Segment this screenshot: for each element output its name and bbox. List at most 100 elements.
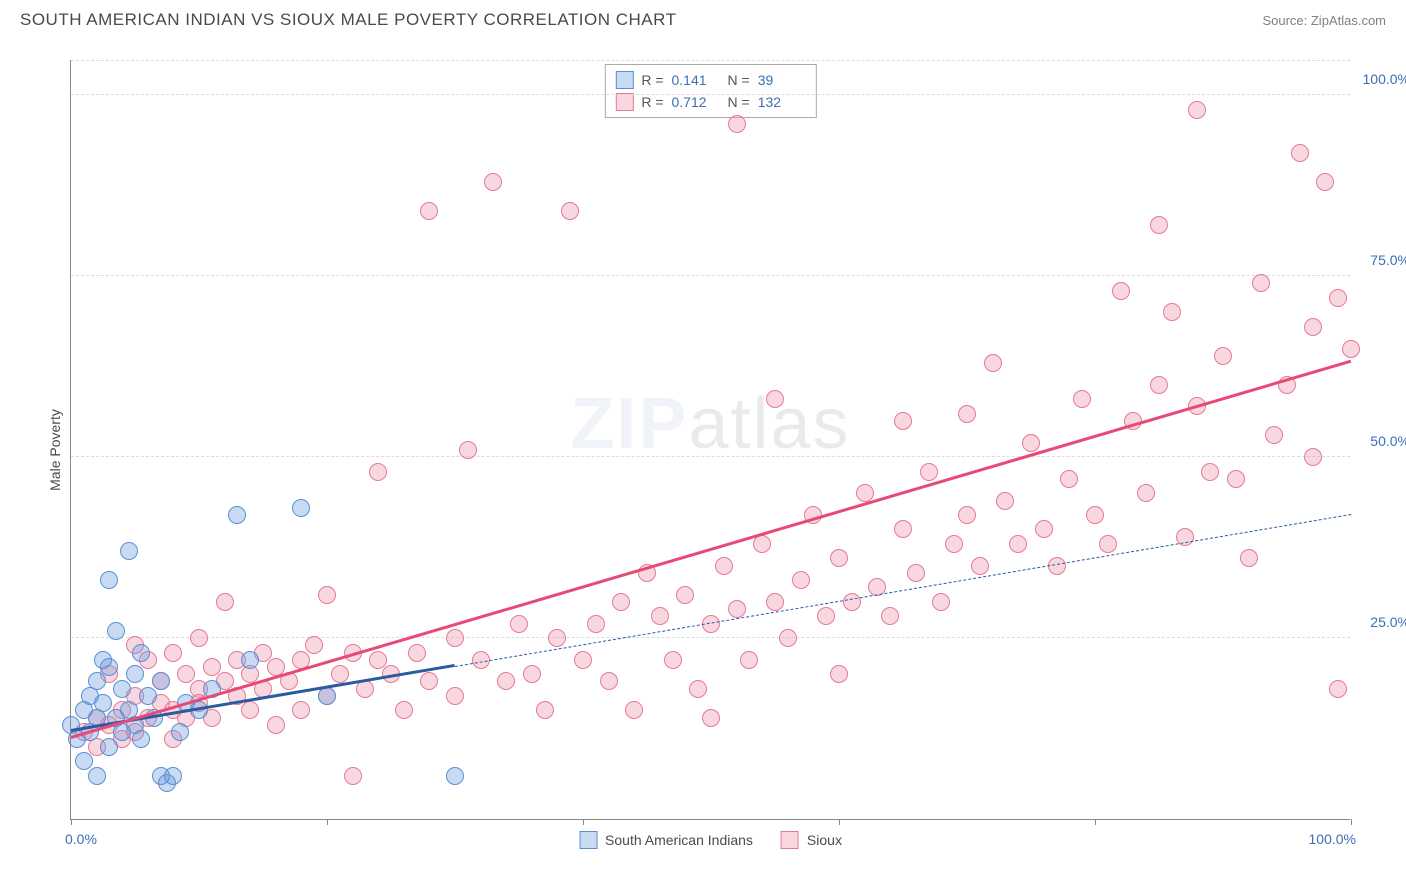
- scatter-point: [932, 593, 950, 611]
- scatter-point: [1201, 463, 1219, 481]
- scatter-point: [1265, 426, 1283, 444]
- scatter-point: [292, 499, 310, 517]
- legend-label: South American Indians: [605, 832, 753, 848]
- scatter-point: [1150, 376, 1168, 394]
- gridline-horizontal: [71, 60, 1350, 61]
- scatter-point: [702, 709, 720, 727]
- scatter-point: [318, 586, 336, 604]
- scatter-point: [1252, 274, 1270, 292]
- scatter-point: [958, 506, 976, 524]
- scatter-point: [267, 716, 285, 734]
- scatter-point: [1214, 347, 1232, 365]
- scatter-point: [1060, 470, 1078, 488]
- scatter-point: [100, 738, 118, 756]
- scatter-point: [216, 593, 234, 611]
- scatter-point: [75, 752, 93, 770]
- x-tick-label: 0.0%: [65, 831, 97, 847]
- scatter-point: [88, 672, 106, 690]
- scatter-point: [817, 607, 835, 625]
- scatter-point: [446, 629, 464, 647]
- scatter-point: [1329, 289, 1347, 307]
- scatter-point: [1163, 303, 1181, 321]
- scatter-point: [152, 672, 170, 690]
- stat-value-n: 39: [758, 72, 806, 88]
- y-tick-label: 100.0%: [1355, 71, 1406, 87]
- scatter-point: [536, 701, 554, 719]
- x-tick-label: 100.0%: [1309, 831, 1356, 847]
- scatter-point: [600, 672, 618, 690]
- legend-item: Sioux: [781, 831, 842, 849]
- scatter-point: [1291, 144, 1309, 162]
- series-swatch: [615, 71, 633, 89]
- scatter-point: [305, 636, 323, 654]
- scatter-point: [587, 615, 605, 633]
- scatter-point: [139, 687, 157, 705]
- scatter-point: [132, 730, 150, 748]
- x-tick: [839, 819, 840, 825]
- series-swatch: [615, 93, 633, 111]
- scatter-point: [728, 600, 746, 618]
- legend-item: South American Indians: [579, 831, 753, 849]
- series-legend: South American Indians Sioux: [579, 831, 842, 849]
- scatter-point: [715, 557, 733, 575]
- scatter-point: [241, 651, 259, 669]
- scatter-point: [561, 202, 579, 220]
- scatter-point: [881, 607, 899, 625]
- scatter-point: [1227, 470, 1245, 488]
- scatter-point: [88, 767, 106, 785]
- x-tick: [1095, 819, 1096, 825]
- legend-label: Sioux: [807, 832, 842, 848]
- stats-row: R =0.141N =39: [615, 69, 805, 91]
- chart-title: SOUTH AMERICAN INDIAN VS SIOUX MALE POVE…: [20, 10, 676, 30]
- scatter-point: [1342, 340, 1360, 358]
- scatter-point: [369, 651, 387, 669]
- scatter-point: [408, 644, 426, 662]
- scatter-point: [120, 542, 138, 560]
- scatter-point: [395, 701, 413, 719]
- scatter-point: [132, 644, 150, 662]
- scatter-point: [894, 412, 912, 430]
- scatter-point: [766, 593, 784, 611]
- stat-label-n: N =: [728, 72, 750, 88]
- scatter-point: [971, 557, 989, 575]
- scatter-point: [792, 571, 810, 589]
- scatter-point: [728, 115, 746, 133]
- scatter-point: [344, 767, 362, 785]
- scatter-point: [164, 767, 182, 785]
- stat-value-r: 0.141: [672, 72, 720, 88]
- scatter-point: [510, 615, 528, 633]
- scatter-point: [1022, 434, 1040, 452]
- scatter-point: [523, 665, 541, 683]
- trend-line: [71, 360, 1352, 739]
- scatter-point: [830, 549, 848, 567]
- scatter-point: [100, 571, 118, 589]
- scatter-point: [1099, 535, 1117, 553]
- stat-value-n: 132: [758, 94, 806, 110]
- scatter-point: [1316, 173, 1334, 191]
- y-tick-label: 50.0%: [1355, 433, 1406, 449]
- scatter-point: [100, 658, 118, 676]
- scatter-point: [484, 173, 502, 191]
- scatter-point: [1240, 549, 1258, 567]
- scatter-point: [651, 607, 669, 625]
- series-swatch: [579, 831, 597, 849]
- scatter-point: [894, 520, 912, 538]
- scatter-point: [177, 665, 195, 683]
- scatter-point: [107, 622, 125, 640]
- gridline-horizontal: [71, 275, 1350, 276]
- x-tick: [583, 819, 584, 825]
- scatter-point: [958, 405, 976, 423]
- scatter-point: [625, 701, 643, 719]
- watermark: ZIPatlas: [570, 383, 850, 465]
- scatter-point: [94, 694, 112, 712]
- scatter-point: [420, 672, 438, 690]
- scatter-point: [420, 202, 438, 220]
- scatter-point: [446, 687, 464, 705]
- source-attribution: Source: ZipAtlas.com: [1262, 13, 1386, 28]
- scatter-point: [1137, 484, 1155, 502]
- stat-label-r: R =: [641, 94, 663, 110]
- scatter-point: [612, 593, 630, 611]
- scatter-point: [497, 672, 515, 690]
- stat-value-r: 0.712: [672, 94, 720, 110]
- scatter-point: [907, 564, 925, 582]
